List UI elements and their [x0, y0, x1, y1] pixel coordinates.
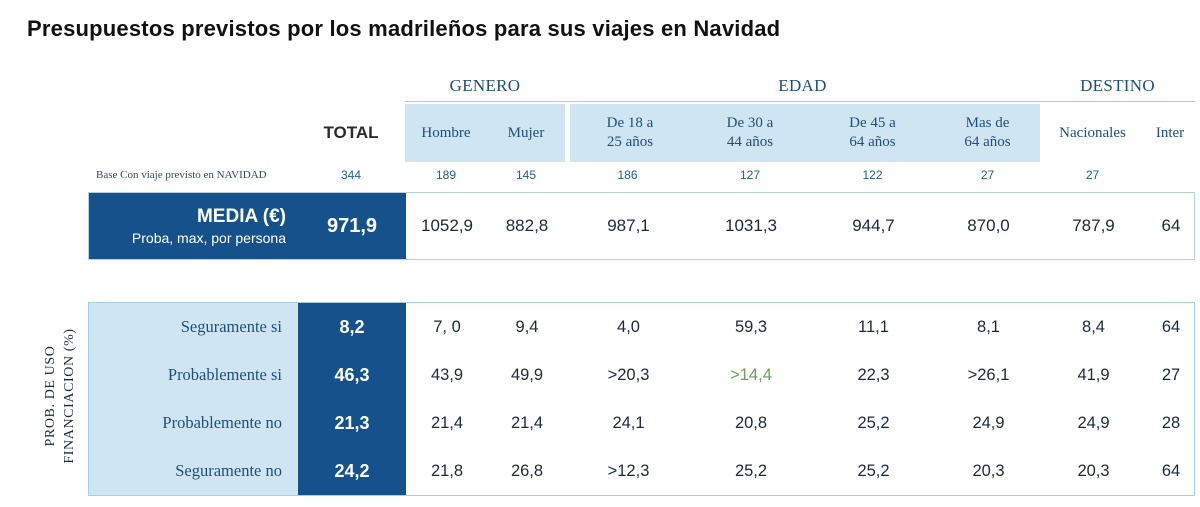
data-cell: 21,4 [430, 413, 464, 432]
data-table: GENERO EDAD DESTINO TOTAL Hombre Mujer D… [88, 70, 1195, 496]
row-total: 21,3 [298, 399, 406, 447]
data-cell: 64 [1161, 461, 1181, 480]
data-cell: 7, 0 [433, 317, 461, 336]
axis-label-line2: FINANCIACION (%) [62, 328, 77, 464]
data-cell: 20,3 [1077, 461, 1110, 480]
media-cell: 787,9 [1072, 216, 1115, 235]
data-cell: 21,4 [510, 413, 544, 432]
base-cell: 186 [617, 168, 638, 182]
column-header-mujer: Mujer [487, 104, 565, 162]
column-header-18-25: De 18 a 25 años [565, 104, 690, 162]
axis-label-line1: PROB. DE USO [43, 345, 59, 447]
data-cell: 24,9 [972, 413, 1005, 432]
row-total: 46,3 [298, 351, 406, 399]
data-cell: 11,1 [858, 317, 889, 336]
base-cell: 27 [980, 168, 995, 182]
media-row-label: MEDIA (€) Proba, max, por persona [89, 193, 298, 259]
media-cell: 944,7 [852, 216, 895, 235]
column-header-hombre: Hombre [405, 104, 487, 162]
data-cell: 21,8 [430, 461, 464, 480]
media-cell: 64 [1161, 216, 1181, 235]
row-label: Probablemente si [89, 351, 298, 399]
column-header-nacionales: Nacionales [1059, 124, 1126, 141]
media-cell: 1052,9 [421, 216, 473, 235]
media-cell: 987,1 [607, 216, 650, 235]
row-total: 24,2 [298, 447, 406, 495]
page-title: Presupuestos previstos por los madrileño… [27, 16, 781, 41]
data-cell: 59,3 [734, 317, 768, 336]
financing-axis-label: PROB. DE USO FINANCIACION (%) [42, 328, 80, 463]
group-header-destino: DESTINO [1080, 76, 1155, 95]
media-label-line1: MEDIA (€) [196, 206, 286, 227]
base-row-label: Base Con viaje previsto en NAVIDAD [96, 169, 267, 181]
data-cell: 64 [1161, 317, 1181, 336]
financing-table: Seguramente si 8,2 7, 0 9,4 4,0 59,3 11,… [88, 302, 1195, 496]
media-total: 971,9 [298, 193, 406, 259]
row-label: Seguramente si [89, 303, 298, 351]
data-cell: >26,1 [967, 365, 1010, 384]
row-label: Seguramente no [89, 447, 298, 495]
data-cell: 41,9 [1077, 365, 1110, 384]
base-cell: 145 [515, 168, 537, 182]
base-cell: 27 [1085, 168, 1100, 182]
data-cell-highlighted: >14,4 [730, 365, 772, 384]
base-row: Base Con viaje previsto en NAVIDAD 344 1… [88, 162, 1195, 188]
data-cell: 24,1 [612, 413, 645, 432]
data-cell: 4,0 [617, 317, 640, 336]
table-header: GENERO EDAD DESTINO TOTAL Hombre Mujer D… [88, 70, 1195, 162]
data-cell: 43,9 [430, 365, 464, 384]
column-header-30-44: De 30 a 44 años [690, 104, 810, 162]
column-header-64-plus: Mas de 64 años [935, 104, 1040, 162]
media-cell: 870,0 [967, 216, 1010, 235]
column-header-45-64: De 45 a 64 años [810, 104, 935, 162]
data-cell: 25,2 [857, 413, 890, 432]
header-rule [405, 101, 1195, 104]
data-cell: 26,8 [510, 461, 544, 480]
column-header-inter: Inter [1155, 124, 1185, 141]
media-cell: 882,8 [505, 216, 549, 235]
data-cell: 25,2 [857, 461, 890, 480]
media-cell: 1031,3 [725, 216, 777, 235]
data-cell: >20,3 [607, 365, 650, 384]
data-cell: 8,1 [977, 317, 1000, 336]
base-total: 344 [340, 168, 362, 182]
base-cell: 127 [739, 168, 761, 182]
row-total: 8,2 [298, 303, 406, 351]
data-cell: 49,9 [510, 365, 544, 384]
group-header-edad: EDAD [778, 76, 827, 95]
data-cell: 28 [1161, 413, 1181, 432]
data-cell: 24,9 [1077, 413, 1110, 432]
base-cell: 122 [862, 168, 883, 182]
data-cell: 9,4 [515, 317, 539, 336]
data-cell: 20,8 [734, 413, 768, 432]
base-cell: 189 [435, 168, 457, 182]
data-cell: >12,3 [607, 461, 650, 480]
data-cell: 8,4 [1082, 317, 1105, 336]
group-header-genero: GENERO [449, 76, 521, 95]
data-cell: 25,2 [734, 461, 768, 480]
data-cell: 27 [1161, 365, 1181, 384]
row-label: Probablemente no [89, 399, 298, 447]
media-label-line2: Proba, max, por persona [131, 230, 286, 246]
total-column-header: TOTAL [323, 123, 379, 142]
data-cell: 22,3 [857, 365, 890, 384]
media-row: MEDIA (€) Proba, max, por persona 971,9 … [88, 192, 1195, 260]
data-cell: 20,3 [972, 461, 1005, 480]
